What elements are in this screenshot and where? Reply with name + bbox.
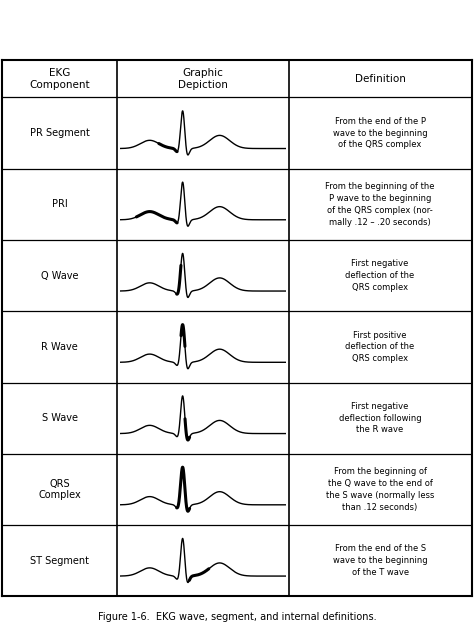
- Text: From the end of the S
wave to the beginning
of the T wave: From the end of the S wave to the beginn…: [333, 545, 428, 577]
- Text: Definition: Definition: [355, 74, 406, 84]
- Text: S Wave: S Wave: [42, 413, 78, 423]
- Text: PRI: PRI: [52, 199, 68, 209]
- Text: Figure 1-6.  EKG wave, segment, and internal definitions.: Figure 1-6. EKG wave, segment, and inter…: [98, 611, 376, 622]
- Text: First negative
deflection following
the R wave: First negative deflection following the …: [339, 402, 421, 435]
- Text: From the end of the P
wave to the beginning
of the QRS complex: From the end of the P wave to the beginn…: [333, 117, 428, 150]
- Text: EKG
Component: EKG Component: [29, 68, 90, 90]
- Text: From the beginning of
the Q wave to the end of
the S wave (normally less
than .1: From the beginning of the Q wave to the …: [326, 467, 434, 512]
- Text: QRS
Complex: QRS Complex: [38, 478, 81, 500]
- Text: R Wave: R Wave: [42, 342, 78, 352]
- Text: Graphic
Depiction: Graphic Depiction: [178, 68, 228, 90]
- Text: Q Wave: Q Wave: [41, 271, 79, 281]
- Text: PR Segment: PR Segment: [30, 128, 90, 138]
- Text: First positive
deflection of the
QRS complex: First positive deflection of the QRS com…: [346, 331, 415, 363]
- Text: First negative
deflection of the
QRS complex: First negative deflection of the QRS com…: [346, 259, 415, 292]
- Text: ST Segment: ST Segment: [30, 556, 90, 565]
- Text: From the beginning of the
P wave to the beginning
of the QRS complex (nor-
mally: From the beginning of the P wave to the …: [325, 182, 435, 227]
